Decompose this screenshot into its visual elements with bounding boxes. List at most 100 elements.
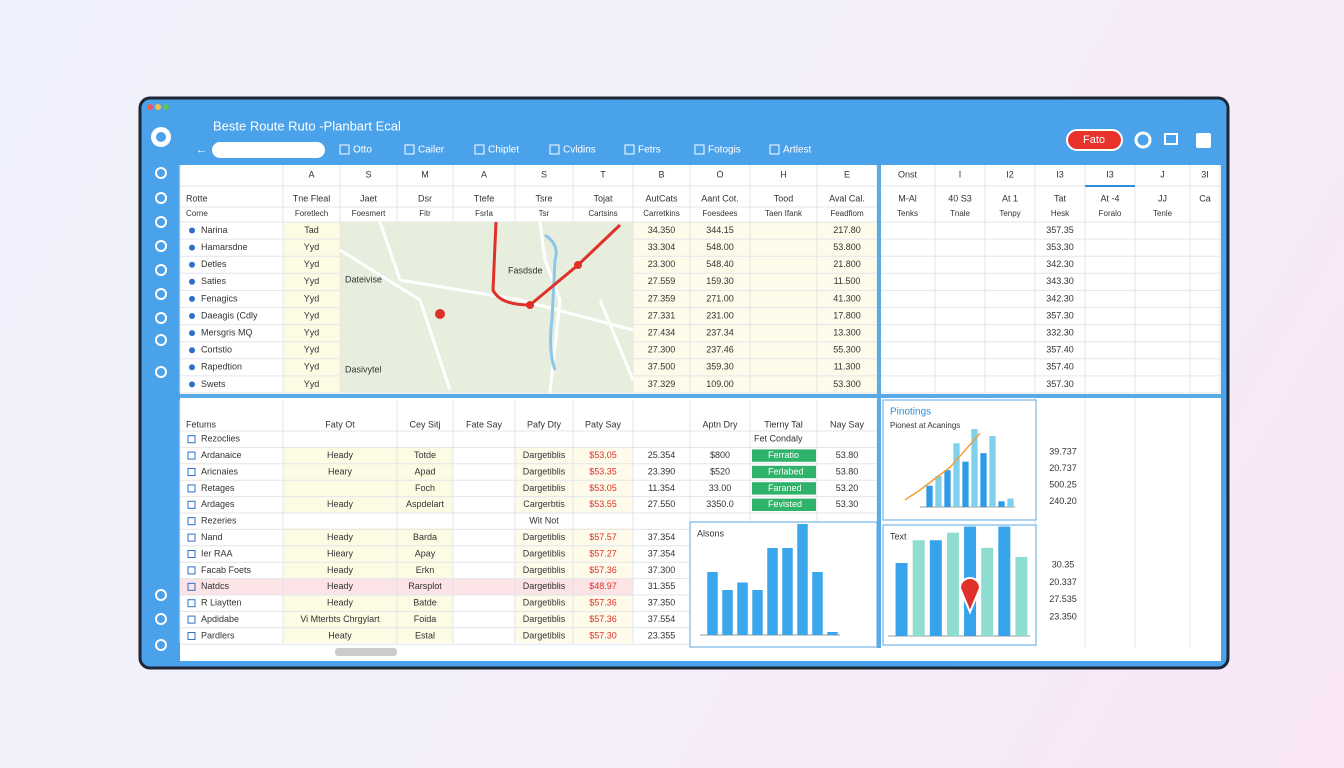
cell-text: Ardanaice	[201, 450, 242, 460]
sidebar-icon	[155, 240, 167, 252]
header-cell: Tne Fleal	[293, 193, 331, 203]
toolbar-icon	[339, 144, 350, 155]
cell-text: 37.300	[648, 565, 676, 575]
cell-text: 20.337	[1049, 577, 1077, 587]
cell-text: 53.300	[833, 379, 861, 389]
checkbox	[187, 615, 196, 624]
toolbar-icon	[624, 144, 635, 155]
cell-text: 33.304	[648, 242, 676, 252]
search-box[interactable]	[212, 142, 325, 158]
cell-text: Ardages	[201, 499, 235, 509]
header-cell: Cey Sitj	[409, 419, 440, 429]
cell-text: 342.30	[1046, 293, 1074, 303]
bar	[797, 524, 808, 635]
bar	[953, 443, 960, 507]
sidebar-icon	[155, 312, 167, 324]
header-cell: Faty Ot	[325, 419, 355, 429]
cell-text: 55.300	[833, 345, 861, 355]
toolbar-item: Cailer	[418, 145, 445, 156]
row-icon	[189, 364, 195, 371]
header-cell: Foesdees	[702, 209, 737, 218]
scrollbar[interactable]	[335, 648, 397, 656]
bar	[998, 501, 1005, 507]
cell-text: 21.800	[833, 259, 861, 269]
sidebar-icon	[155, 216, 167, 228]
chart-title: Pinotings	[890, 407, 931, 418]
cell-text: 39.737	[1049, 446, 1077, 456]
checkbox	[187, 451, 196, 460]
cell-text: Swets	[201, 379, 226, 389]
status-cell	[752, 482, 816, 495]
highlight-row	[180, 578, 633, 595]
dot	[147, 104, 153, 110]
header-cell: 40 S3	[948, 193, 972, 203]
status-cell	[752, 465, 816, 479]
cell-text: 27.559	[648, 276, 676, 286]
header-cell: Rotte	[186, 193, 208, 203]
cell-text: Dargetiblis	[523, 565, 566, 575]
cell-text: 37.554	[648, 614, 676, 624]
cell-text: Dargetiblis	[523, 630, 566, 640]
column-letter: O	[716, 169, 723, 179]
cell-text: Yyd	[304, 379, 320, 389]
checkbox	[187, 632, 196, 640]
cell-text: 27.300	[648, 345, 676, 355]
sidebar-icon	[155, 264, 167, 276]
cell-text: 37.350	[648, 598, 676, 608]
cell-text: Dargetiblis	[523, 532, 566, 542]
cell-text: 53.800	[833, 242, 861, 252]
cell-text: 231.00	[706, 310, 734, 320]
map-pin	[574, 261, 582, 269]
cell-text: Heady	[327, 450, 354, 460]
map-pin	[958, 577, 982, 615]
cell-text: Aspdelart	[406, 499, 445, 509]
cell-text: 159.30	[706, 276, 734, 286]
badge[interactable]	[1066, 129, 1123, 151]
sidebar-icon	[155, 366, 167, 378]
cell-text: 11.300	[834, 362, 861, 372]
header-cell: At -4	[1100, 193, 1119, 203]
header-cell: Fetums	[186, 419, 217, 429]
bar	[912, 540, 925, 636]
cell-text: 37.354	[648, 532, 676, 542]
sidebar-icon	[155, 167, 167, 179]
cell-text: Apay	[415, 548, 436, 558]
column-letter: S	[365, 169, 371, 179]
back[interactable]: ←	[196, 144, 207, 156]
header-cell: Tenle	[1153, 209, 1173, 218]
column-letter: A	[481, 169, 487, 179]
cart-icon[interactable]	[1164, 133, 1178, 145]
cell-text: Fet Condaly	[754, 434, 803, 444]
cell-text: 343.30	[1046, 276, 1074, 286]
badge-text: Fato	[1083, 134, 1105, 146]
cell-text: Narina	[201, 225, 228, 235]
cell-text: 357.40	[1046, 345, 1074, 355]
cell-text: $57.36	[589, 614, 617, 624]
cell-text: 359.30	[706, 362, 734, 372]
cell-text: Detles	[201, 259, 227, 269]
cell-text: Rarsplot	[408, 581, 442, 591]
sidebar-icon	[155, 639, 167, 651]
toolbar-icon	[769, 144, 780, 155]
grid-icon[interactable]	[1196, 133, 1211, 148]
bar	[926, 485, 933, 507]
bar	[998, 526, 1011, 636]
cell-text: Dargetiblis	[523, 598, 566, 608]
cell-text: Facab Foets	[201, 565, 252, 575]
cell-text: 23.355	[648, 630, 676, 640]
bar	[1015, 556, 1028, 636]
cell-text: 23.300	[648, 259, 676, 269]
bar	[989, 436, 996, 507]
cell-text: Foch	[415, 483, 435, 493]
cell-text: Heady	[327, 581, 354, 591]
cell-text: 237.34	[706, 327, 734, 337]
checkbox	[187, 517, 196, 526]
sidebar-icon	[155, 288, 167, 300]
column-letter: M	[421, 169, 429, 179]
column-letter: Onst	[898, 169, 918, 179]
cell-text: Mersgris MQ	[201, 327, 253, 337]
settings-icon[interactable]	[1134, 131, 1152, 149]
cell-text: 217.80	[833, 225, 861, 235]
cell-text: 27.550	[648, 499, 676, 509]
